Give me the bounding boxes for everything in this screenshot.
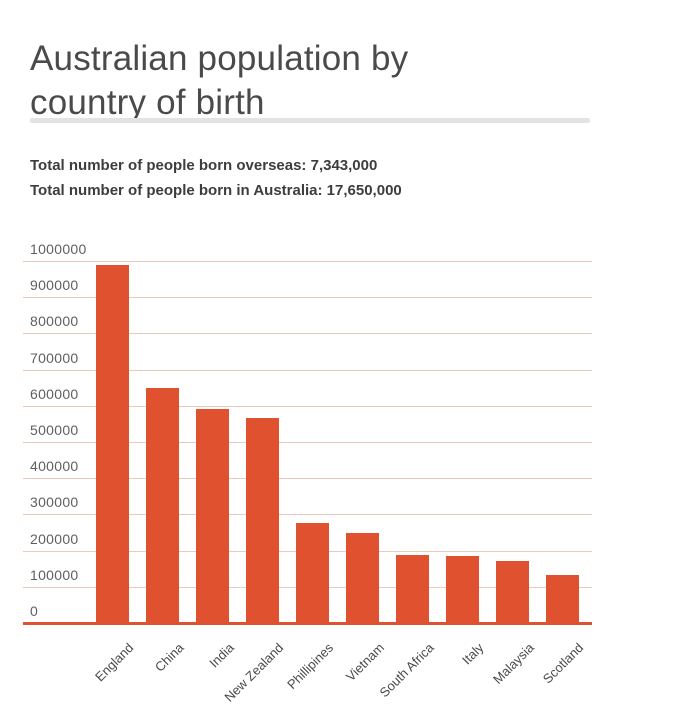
grid-line	[23, 297, 592, 299]
y-tick-label: 900000	[30, 277, 79, 294]
grid-line	[23, 442, 592, 443]
bar-scotland	[545, 575, 579, 623]
x-category-label: Malaysia	[489, 640, 537, 687]
grid-line	[23, 478, 592, 480]
y-tick-label: 0	[30, 603, 39, 619]
bar-china	[145, 387, 179, 623]
bar-vietnam	[345, 532, 379, 623]
bar-new-zealand	[245, 418, 279, 623]
bar-england	[95, 264, 129, 623]
bar-south-africa	[395, 554, 429, 623]
x-category-label: England	[92, 640, 137, 685]
bar-india	[195, 409, 229, 623]
x-category-label: China	[151, 640, 187, 675]
y-tick-label: 400000	[30, 458, 79, 475]
x-category-label: Phillipines	[284, 640, 337, 693]
y-tick-label: 600000	[30, 385, 79, 402]
title-line-2: country of birth	[30, 83, 265, 123]
grid-line	[23, 514, 592, 516]
y-tick-label: 700000	[30, 349, 79, 366]
x-axis-line	[23, 622, 592, 625]
summary-overseas: Total number of people born overseas: 7,…	[30, 157, 378, 174]
grid-line	[23, 369, 592, 371]
bar-phillipines	[295, 523, 329, 623]
page-title: Australian population by country of birt…	[30, 37, 408, 125]
y-tick-label: 1000000	[30, 241, 87, 257]
grid-line	[23, 261, 592, 262]
y-tick-label: 200000	[30, 530, 79, 547]
bar-italy	[445, 556, 479, 623]
summary-block: Total number of people born overseas: 7,…	[30, 153, 402, 203]
x-category-label: Vietnam	[342, 640, 387, 685]
y-tick-label: 100000	[30, 566, 79, 583]
y-tick-label: 500000	[30, 422, 79, 438]
title-line-1: Australian population by	[30, 39, 409, 79]
bar-malaysia	[495, 560, 529, 623]
y-tick-label: 300000	[30, 494, 79, 511]
grid-line	[23, 333, 592, 335]
x-category-label: India	[206, 640, 237, 671]
x-category-label: Scotland	[540, 640, 587, 687]
x-category-label: Italy	[459, 640, 487, 668]
y-tick-label: 800000	[30, 313, 79, 330]
summary-australia: Total number of people born in Australia…	[30, 182, 402, 199]
title-divider	[30, 118, 590, 123]
grid-line	[23, 405, 592, 407]
